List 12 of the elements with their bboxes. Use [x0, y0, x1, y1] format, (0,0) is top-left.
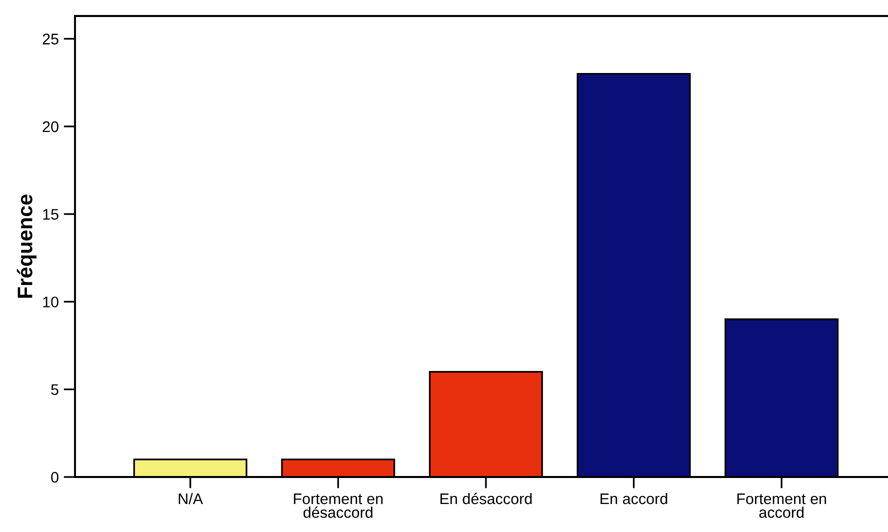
y-tick-label: 15 [43, 209, 58, 220]
y-axis-title: Fréquence [16, 194, 36, 298]
x-tick-label: En désaccord [440, 492, 532, 504]
x-tick-label: En accord [600, 492, 668, 504]
y-tick-label: 20 [42, 121, 58, 132]
y-tick-label: 10 [43, 296, 58, 308]
x-tick-label: N/A [178, 492, 203, 504]
x-tick-label: Fortement en accord [737, 494, 826, 518]
y-tick-label: 0 [51, 472, 58, 483]
y-tick-label: 5 [51, 384, 58, 396]
x-tick-label: Fortement en désaccord [294, 494, 383, 518]
y-tick-label: 25 [42, 34, 58, 44]
